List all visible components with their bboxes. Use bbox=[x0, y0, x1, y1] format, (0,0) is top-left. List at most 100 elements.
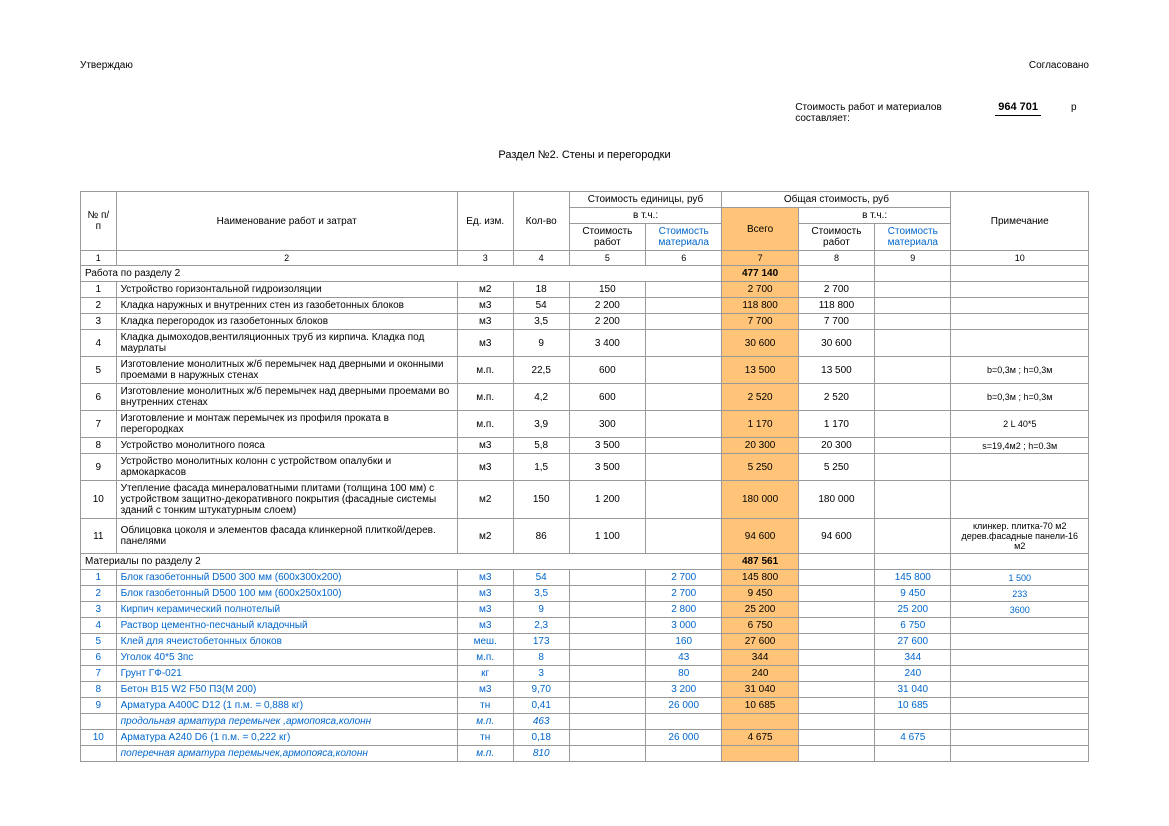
cell-total-all: 25 200 bbox=[722, 602, 798, 618]
cell-index: 1 bbox=[81, 570, 117, 586]
cell-unit-mat bbox=[646, 454, 722, 481]
cell-qty: 54 bbox=[513, 570, 569, 586]
cell-unit: м2 bbox=[457, 519, 513, 554]
col-total-mat: Стоимость материала bbox=[875, 224, 951, 251]
cell-qty: 54 bbox=[513, 298, 569, 314]
table-header: № п/п Наименование работ и затрат Ед. из… bbox=[81, 192, 1089, 266]
cell-total-mat bbox=[875, 357, 951, 384]
cell-unit-mat bbox=[646, 714, 722, 730]
col-unit: Ед. изм. bbox=[457, 192, 513, 251]
cell-name: Изготовление монолитных ж/б перемычек на… bbox=[116, 357, 457, 384]
cell-qty: 150 bbox=[513, 481, 569, 519]
cell-unit-mat bbox=[646, 330, 722, 357]
table-body: Работа по разделу 2477 1401Устройство го… bbox=[81, 266, 1089, 762]
cell-unit: м3 bbox=[457, 570, 513, 586]
cell-note bbox=[951, 330, 1089, 357]
table-row: 8Устройство монолитного поясам35,83 5002… bbox=[81, 438, 1089, 454]
cell-total-mat bbox=[875, 454, 951, 481]
cell-total-work: 7 700 bbox=[798, 314, 874, 330]
cell-total-all: 4 675 bbox=[722, 730, 798, 746]
cell-unit-work bbox=[569, 634, 645, 650]
cell-unit-work bbox=[569, 682, 645, 698]
cell-total-mat bbox=[875, 330, 951, 357]
cell-note bbox=[951, 618, 1089, 634]
col-unit-work: Стоимость работ bbox=[569, 224, 645, 251]
cell-index: 4 bbox=[81, 330, 117, 357]
cell-unit-mat: 3 200 bbox=[646, 682, 722, 698]
table-row: 4Кладка дымоходов,вентиляционных труб из… bbox=[81, 330, 1089, 357]
cell-qty: 173 bbox=[513, 634, 569, 650]
col-total-all: Всего bbox=[722, 208, 798, 251]
cost-unit: р bbox=[1071, 102, 1089, 113]
cell-qty: 9 bbox=[513, 602, 569, 618]
cell-total-mat bbox=[875, 298, 951, 314]
cell-note: 2 L 40*5 bbox=[951, 411, 1089, 438]
cell-name: Бетон В15 W2 F50 П3(М 200) bbox=[116, 682, 457, 698]
cell-total-mat: 9 450 bbox=[875, 586, 951, 602]
cell-unit: м.п. bbox=[457, 384, 513, 411]
column-number-row: 12345678910 bbox=[81, 251, 1089, 266]
cell-qty: 3,9 bbox=[513, 411, 569, 438]
cell-total-work bbox=[798, 618, 874, 634]
cell-index: 9 bbox=[81, 698, 117, 714]
cell-qty: 1,5 bbox=[513, 454, 569, 481]
table-row: продольная арматура перемычек ,армопояса… bbox=[81, 714, 1089, 730]
cell-unit: м.п. bbox=[457, 357, 513, 384]
cell-unit-mat bbox=[646, 519, 722, 554]
cell-note: 1 500 bbox=[951, 570, 1089, 586]
cell-total-all bbox=[722, 746, 798, 762]
cell-name: Арматура А240 D6 (1 п.м. = 0,222 кг) bbox=[116, 730, 457, 746]
cell-unit-work: 2 200 bbox=[569, 314, 645, 330]
cell-unit-work bbox=[569, 730, 645, 746]
cell-total-work: 2 520 bbox=[798, 384, 874, 411]
cell-index: 2 bbox=[81, 586, 117, 602]
cell-note bbox=[951, 481, 1089, 519]
cell-note bbox=[951, 682, 1089, 698]
table-row: 2Блок газобетонный D500 100 мм (600х250х… bbox=[81, 586, 1089, 602]
cell-total-work bbox=[798, 650, 874, 666]
cell-name: Блок газобетонный D500 300 мм (600х300х2… bbox=[116, 570, 457, 586]
cell-total-mat bbox=[875, 438, 951, 454]
cell-unit-mat: 3 000 bbox=[646, 618, 722, 634]
cell-unit-work: 3 500 bbox=[569, 438, 645, 454]
cell-name: Устройство горизонтальной гидроизоляции bbox=[116, 282, 457, 298]
cell-name: Кладка перегородок из газобетонных блоко… bbox=[116, 314, 457, 330]
cell-total-work bbox=[798, 666, 874, 682]
cell-total-all: 27 600 bbox=[722, 634, 798, 650]
cell-unit-work bbox=[569, 746, 645, 762]
cell-total-work: 30 600 bbox=[798, 330, 874, 357]
table-row: поперечная арматура перемычек,армопояса,… bbox=[81, 746, 1089, 762]
cell-index: 8 bbox=[81, 682, 117, 698]
cell-total-work bbox=[798, 602, 874, 618]
cell-index: 6 bbox=[81, 384, 117, 411]
cell-name: поперечная арматура перемычек,армопояса,… bbox=[116, 746, 457, 762]
cell-total-work: 180 000 bbox=[798, 481, 874, 519]
cell-note: b=0,3м ; h=0,3м bbox=[951, 357, 1089, 384]
cell-unit: м3 bbox=[457, 314, 513, 330]
cell-unit-mat bbox=[646, 384, 722, 411]
cell-qty: 463 bbox=[513, 714, 569, 730]
cell-unit-work bbox=[569, 586, 645, 602]
cell-total-all: 2 700 bbox=[722, 282, 798, 298]
cell-total-all: 31 040 bbox=[722, 682, 798, 698]
cell-note: 233 bbox=[951, 586, 1089, 602]
cell-unit: меш. bbox=[457, 634, 513, 650]
table-row: 5Изготовление монолитных ж/б перемычек н… bbox=[81, 357, 1089, 384]
cell-qty: 3 bbox=[513, 666, 569, 682]
cell-unit: м2 bbox=[457, 481, 513, 519]
cell-name: Арматура А400С D12 (1 п.м. = 0,888 кг) bbox=[116, 698, 457, 714]
cell-unit-mat: 26 000 bbox=[646, 698, 722, 714]
cell-name: продольная арматура перемычек ,армопояса… bbox=[116, 714, 457, 730]
section-total: 487 561 bbox=[722, 554, 798, 570]
cell-total-work: 5 250 bbox=[798, 454, 874, 481]
cell-qty: 22,5 bbox=[513, 357, 569, 384]
cell-unit-work: 600 bbox=[569, 384, 645, 411]
cell-total-work: 20 300 bbox=[798, 438, 874, 454]
cell-total-mat: 27 600 bbox=[875, 634, 951, 650]
cell-note: 3600 bbox=[951, 602, 1089, 618]
cell-unit-work: 2 200 bbox=[569, 298, 645, 314]
cell-note bbox=[951, 650, 1089, 666]
cell-total-all: 180 000 bbox=[722, 481, 798, 519]
cell-note bbox=[951, 454, 1089, 481]
cell-total-work bbox=[798, 698, 874, 714]
